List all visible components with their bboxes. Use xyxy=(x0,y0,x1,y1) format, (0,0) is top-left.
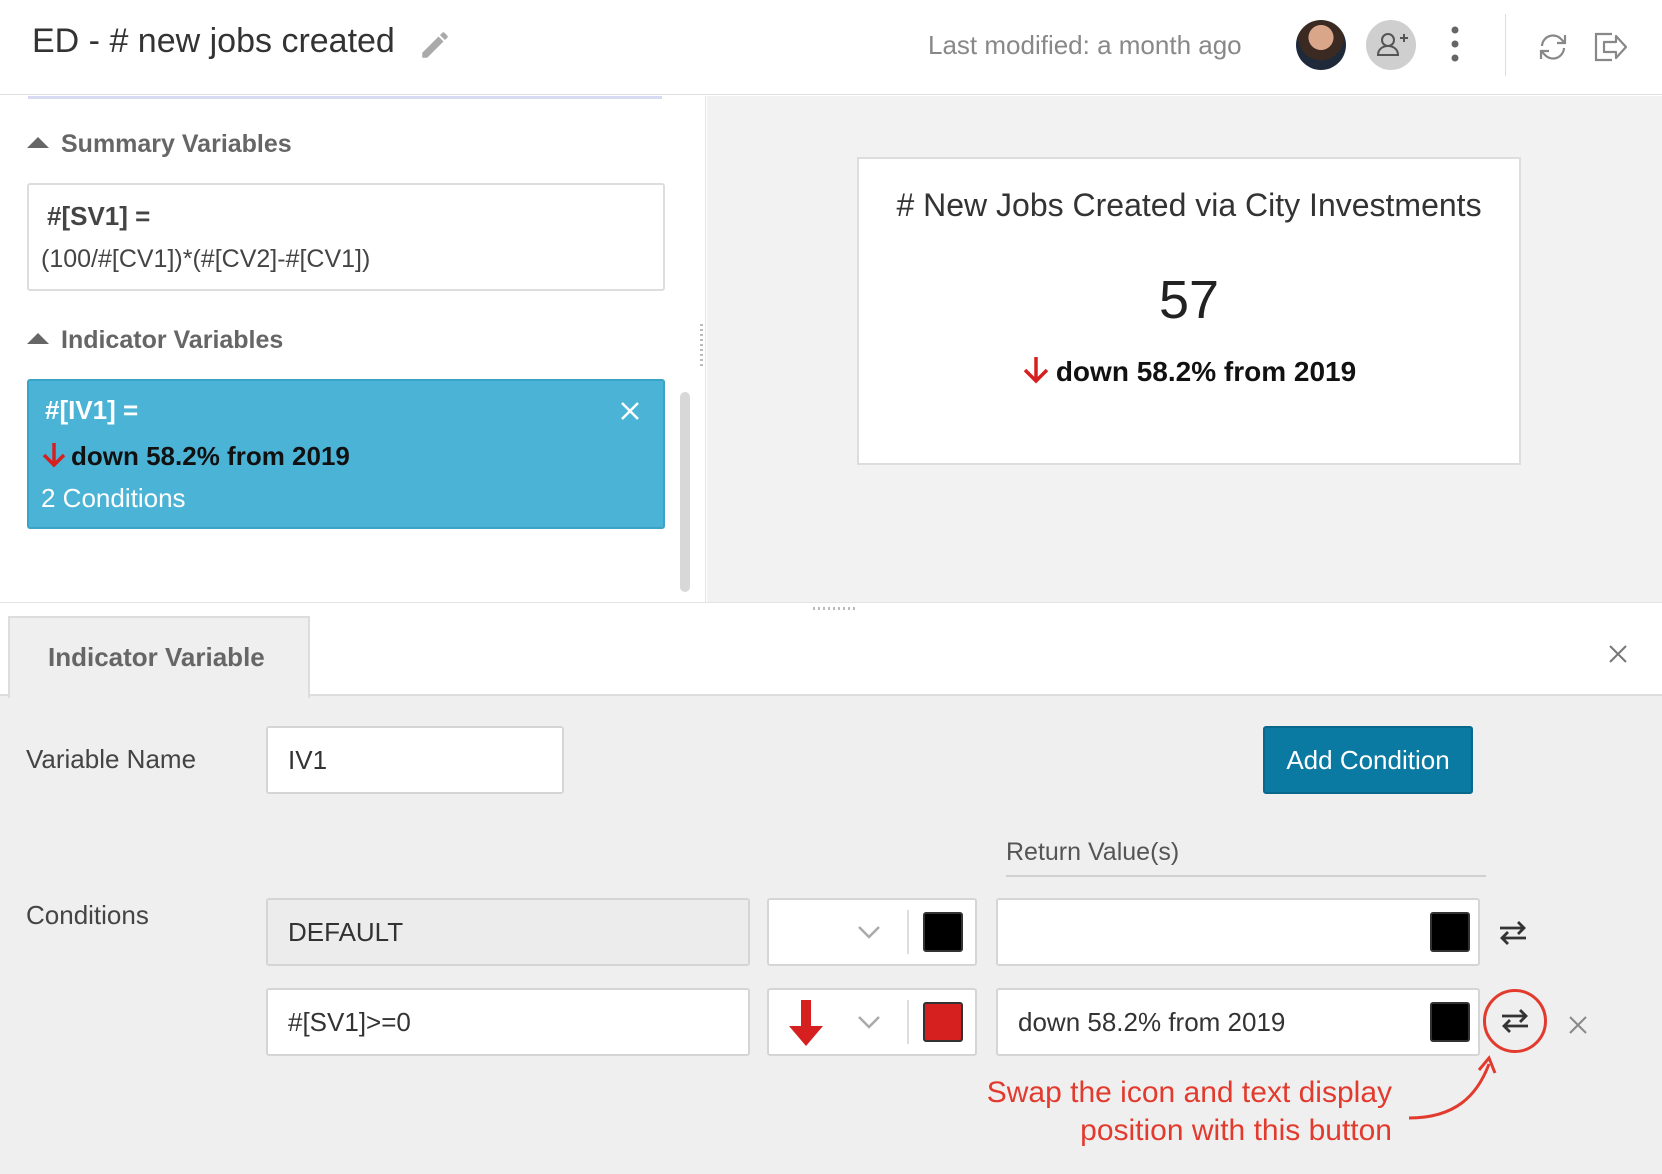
preview-panel: # New Jobs Created via City Investments … xyxy=(707,96,1662,602)
preview-title: # New Jobs Created via City Investments xyxy=(896,187,1482,223)
add-user-icon xyxy=(1376,33,1408,56)
separator xyxy=(907,910,909,954)
icon-select[interactable] xyxy=(767,898,977,966)
page-title: ED - # new jobs created xyxy=(32,22,395,60)
icon-color-swatch[interactable] xyxy=(923,1002,963,1042)
return-text-input[interactable] xyxy=(996,898,1480,966)
variable-name-label: Variable Name xyxy=(26,744,197,774)
close-icon[interactable] xyxy=(1606,642,1630,666)
preview-value: 57 xyxy=(1158,270,1220,330)
add-user-button[interactable] xyxy=(1366,20,1416,70)
arrow-down-icon xyxy=(789,1000,823,1046)
return-values-underline xyxy=(1006,875,1486,877)
more-options-icon[interactable] xyxy=(1444,24,1466,64)
exit-icon[interactable] xyxy=(1590,28,1630,66)
icon-color-swatch[interactable] xyxy=(923,912,963,952)
close-icon[interactable] xyxy=(1567,1014,1589,1036)
separator xyxy=(907,1000,909,1044)
collapse-icon xyxy=(27,137,49,148)
annotation-text: Swap the icon and text display position … xyxy=(986,1076,1392,1147)
return-values-label: Return Value(s) xyxy=(1006,838,1180,866)
text-color-swatch[interactable] xyxy=(1430,1002,1470,1042)
last-modified: Last modified: a month ago xyxy=(928,30,1242,60)
editor-tab-bar: Indicator Variable xyxy=(0,616,1662,698)
conditions-count: 2 Conditions xyxy=(41,483,186,513)
highlight-circle xyxy=(1483,989,1547,1053)
variable-name-input[interactable]: IV1 xyxy=(266,726,564,794)
summary-variable-formula: (100/#[CV1])*(#[CV2]-#[CV1]) xyxy=(41,245,371,273)
indicator-variable-name: #[IV1] = xyxy=(45,395,139,425)
collapse-icon xyxy=(27,333,49,344)
text-color-swatch[interactable] xyxy=(1430,912,1470,952)
indicator-editor: Indicator Variable Variable Name IV1 Add… xyxy=(0,616,1662,1174)
chevron-down-icon xyxy=(858,926,880,939)
close-icon[interactable] xyxy=(618,399,642,423)
variables-panel: Summary Variables #[SV1] = (100/#[CV1])*… xyxy=(0,96,706,602)
tab-label: Indicator Variable xyxy=(48,642,265,672)
refresh-icon[interactable] xyxy=(1534,28,1572,66)
summary-variables-header[interactable]: Summary Variables xyxy=(27,130,292,159)
chevron-down-icon xyxy=(858,1016,880,1029)
indicator-preview: down 58.2% from 2019 xyxy=(41,441,350,472)
conditions-label: Conditions xyxy=(26,900,149,930)
return-text-input[interactable]: down 58.2% from 2019 xyxy=(996,988,1480,1056)
add-condition-button[interactable]: Add Condition xyxy=(1263,726,1473,794)
swap-icon[interactable] xyxy=(1496,918,1530,948)
vertical-resize-handle[interactable] xyxy=(700,324,703,368)
condition-input[interactable]: #[SV1]>=0 xyxy=(266,988,750,1056)
previous-item-edge xyxy=(28,96,662,99)
summary-variable-name: #[SV1] = xyxy=(47,201,151,231)
pencil-icon[interactable] xyxy=(418,28,452,62)
tab-indicator-variable[interactable]: Indicator Variable xyxy=(8,616,310,698)
indicator-variables-header[interactable]: Indicator Variables xyxy=(27,326,283,355)
arrow-down-icon xyxy=(42,443,66,468)
avatar[interactable] xyxy=(1296,20,1346,70)
summary-variable-card[interactable]: #[SV1] = (100/#[CV1])*(#[CV2]-#[CV1]) xyxy=(27,183,665,291)
header-divider xyxy=(1505,14,1506,76)
icon-select[interactable] xyxy=(767,988,977,1056)
preview-card: # New Jobs Created via City Investments … xyxy=(857,157,1521,465)
indicator-variable-card[interactable]: #[IV1] = down 58.2% from 2019 2 Conditio… xyxy=(27,379,665,529)
preview-change: down 58.2% from 2019 xyxy=(859,355,1519,388)
top-bar: ED - # new jobs created Last modified: a… xyxy=(0,0,1662,95)
condition-input: DEFAULT xyxy=(266,898,750,966)
horizontal-resize-handle[interactable] xyxy=(813,607,857,610)
arrow-down-icon xyxy=(1023,357,1049,384)
annotation-arrow xyxy=(1408,1055,1497,1120)
scrollbar[interactable] xyxy=(680,392,690,592)
